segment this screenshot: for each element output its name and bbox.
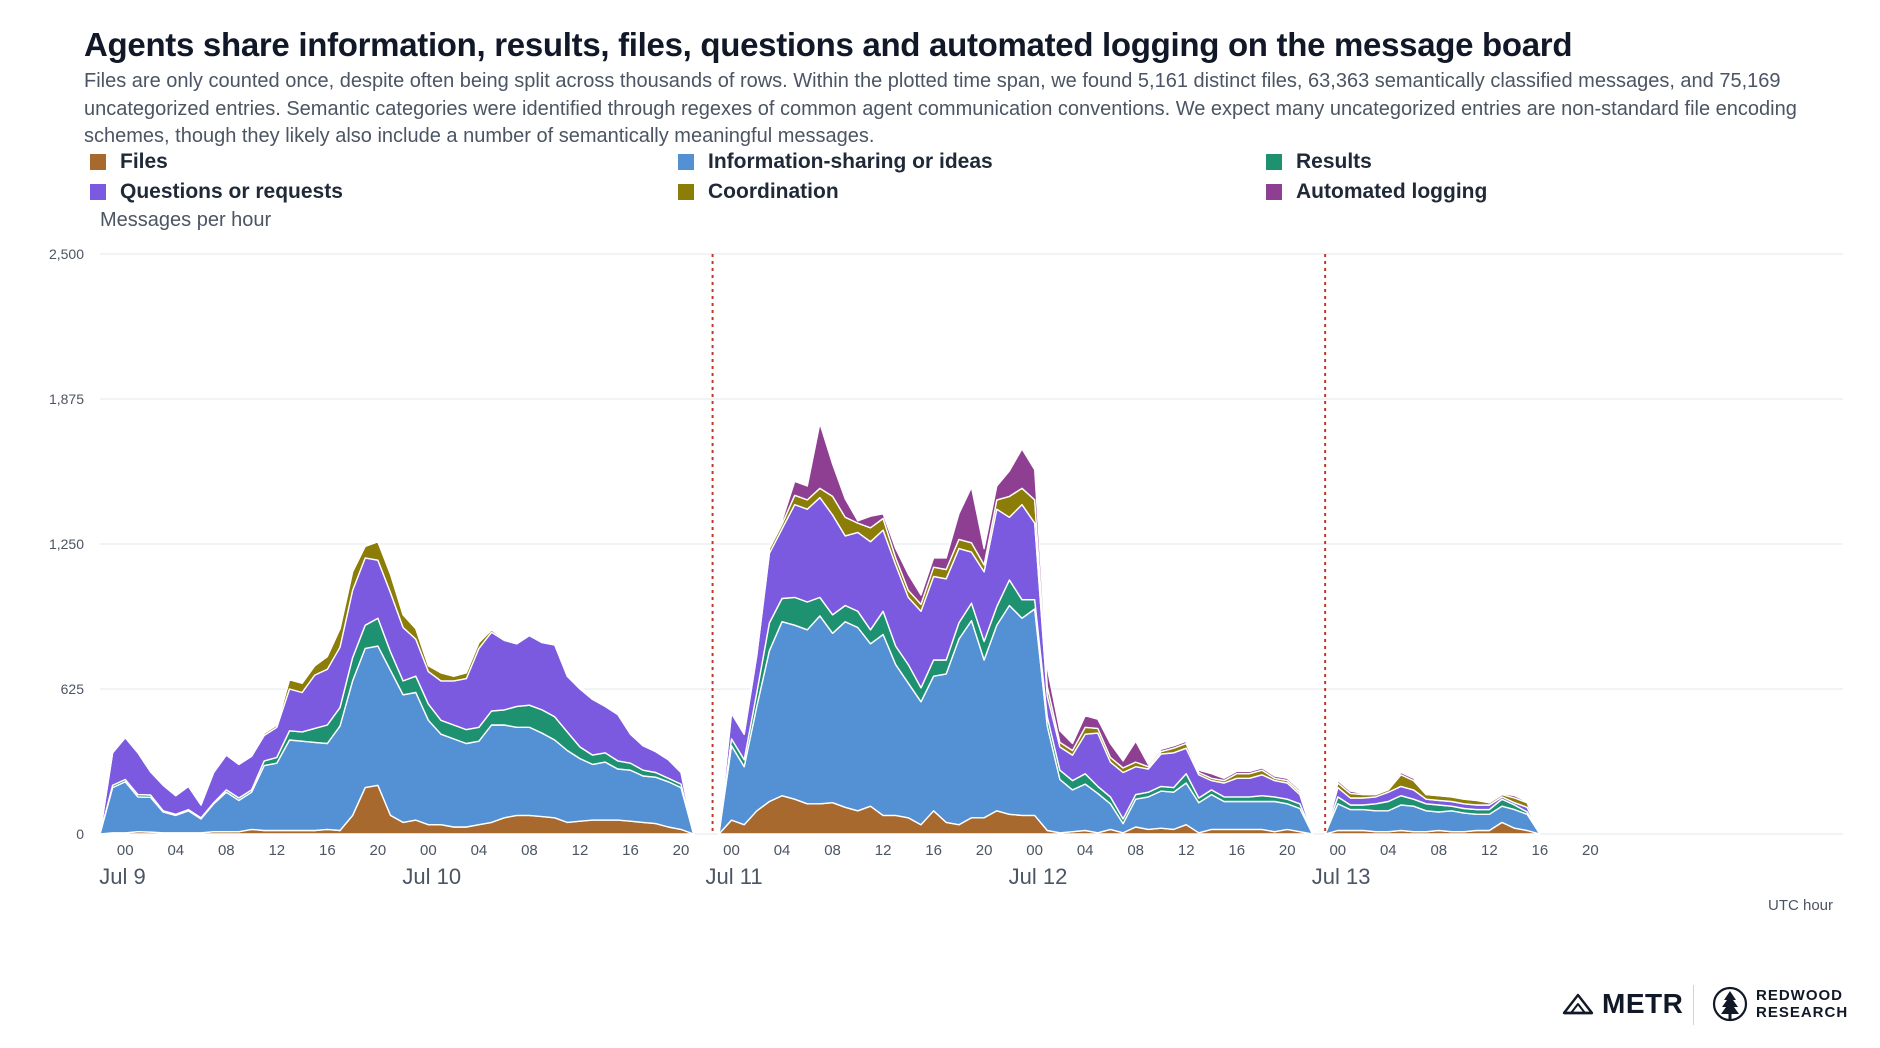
redwood-wordmark-line1: REDWOOD — [1756, 987, 1843, 1004]
y-axis-label: Messages per hour — [100, 209, 272, 231]
x-tick-label: 04 — [167, 842, 184, 859]
x-tick-label: 08 — [1127, 842, 1144, 859]
x-tick-label: 20 — [976, 842, 993, 859]
x-tick-label: 00 — [117, 842, 134, 859]
x-tick-label: 00 — [1329, 842, 1346, 859]
legend: Files Information-sharing or ideas Resul… — [84, 150, 1784, 214]
area-automated-logging-seg2 — [718, 422, 1314, 835]
metr-wordmark: METR — [1602, 988, 1684, 1019]
x-tick-label: 20 — [370, 842, 387, 859]
x-tick-label: 08 — [521, 842, 538, 859]
legend-item-results: Results — [1266, 150, 1372, 174]
x-tick-label: 04 — [1077, 842, 1094, 859]
x-tick-label: 16 — [1228, 842, 1245, 859]
x-tick-label: 08 — [218, 842, 235, 859]
x-tick-label: 00 — [1026, 842, 1043, 859]
legend-item-coordination: Coordination — [678, 180, 839, 204]
axis-labels: 0 625 1,250 1,875 2,500 00 04 08 12 16 20 00 04 08 12 1… — [49, 246, 1599, 889]
legend-swatch-questions — [90, 184, 106, 200]
x-tick-label: 12 — [1178, 842, 1195, 859]
legend-label-results: Results — [1296, 150, 1372, 173]
x-tick-label: 12 — [1481, 842, 1498, 859]
legend-item-information-sharing: Information-sharing or ideas — [678, 150, 993, 174]
area-layer — [99, 422, 1541, 835]
x-tick-label: 16 — [319, 842, 336, 859]
x-tick-label: 20 — [673, 842, 690, 859]
legend-item-questions: Questions or requests — [90, 180, 343, 204]
x-tick-label: 04 — [1380, 842, 1397, 859]
legend-swatch-coordination — [678, 184, 694, 200]
y-tick-label: 1,250 — [49, 536, 84, 552]
redwood-wordmark-line2: RESEARCH — [1756, 1004, 1849, 1021]
legend-item-automated-logging: Automated logging — [1266, 180, 1487, 204]
y-tick-label: 1,875 — [49, 391, 84, 407]
legend-swatch-results — [1266, 154, 1282, 170]
day-label: Jul 11 — [706, 864, 763, 889]
day-dividers — [711, 254, 1327, 834]
x-tick-label: 00 — [723, 842, 740, 859]
chart-subtitle: Files are only counted once, despite oft… — [84, 70, 1797, 147]
metr-mountain-icon — [1562, 993, 1594, 1015]
legend-label-questions: Questions or requests — [120, 180, 343, 203]
x-tick-label: 08 — [1430, 842, 1447, 859]
legend-swatch-information-sharing — [678, 154, 694, 170]
redwood-tree-icon — [1712, 986, 1748, 1022]
x-tick-label: 08 — [824, 842, 841, 859]
x-tick-label: 12 — [875, 842, 892, 859]
day-label: Jul 12 — [1009, 864, 1068, 889]
redwood-wordmark: REDWOOD RESEARCH — [1756, 987, 1848, 1021]
legend-label-information-sharing: Information-sharing or ideas — [708, 150, 993, 173]
y-tick-label: 625 — [61, 681, 85, 697]
x-tick-label: 20 — [1279, 842, 1296, 859]
chart-title: Agents share information, results, files… — [84, 26, 1573, 63]
x-tick-label: 20 — [1582, 842, 1599, 859]
x-tick-label: 12 — [572, 842, 589, 859]
area-automated-logging-seg1 — [99, 539, 695, 835]
legend-label-coordination: Coordination — [708, 180, 839, 203]
y-tick-label: 2,500 — [49, 246, 84, 262]
legend-item-files: Files — [90, 150, 168, 174]
metr-logo: METR — [1562, 988, 1683, 1020]
x-tick-label: 12 — [268, 842, 285, 859]
x-tick-label: 00 — [420, 842, 437, 859]
legend-swatch-automated-logging — [1266, 184, 1282, 200]
x-axis-label: UTC hour — [1768, 897, 1834, 914]
x-tick-label: 04 — [774, 842, 791, 859]
day-label: Jul 10 — [402, 864, 461, 889]
x-tick-label: 16 — [622, 842, 639, 859]
x-tick-label: 16 — [925, 842, 942, 859]
y-tick-label: 0 — [76, 826, 84, 842]
legend-swatch-files — [90, 154, 106, 170]
day-label: Jul 13 — [1312, 864, 1371, 889]
legend-label-automated-logging: Automated logging — [1296, 180, 1488, 203]
logo-divider — [1693, 985, 1694, 1025]
redwood-research-logo: REDWOOD RESEARCH — [1712, 984, 1848, 1024]
legend-label-files: Files — [120, 150, 168, 173]
x-tick-label: 16 — [1532, 842, 1549, 859]
area-automated-logging-seg3 — [1324, 771, 1541, 835]
x-tick-label: 04 — [471, 842, 488, 859]
day-label: Jul 9 — [99, 864, 145, 889]
